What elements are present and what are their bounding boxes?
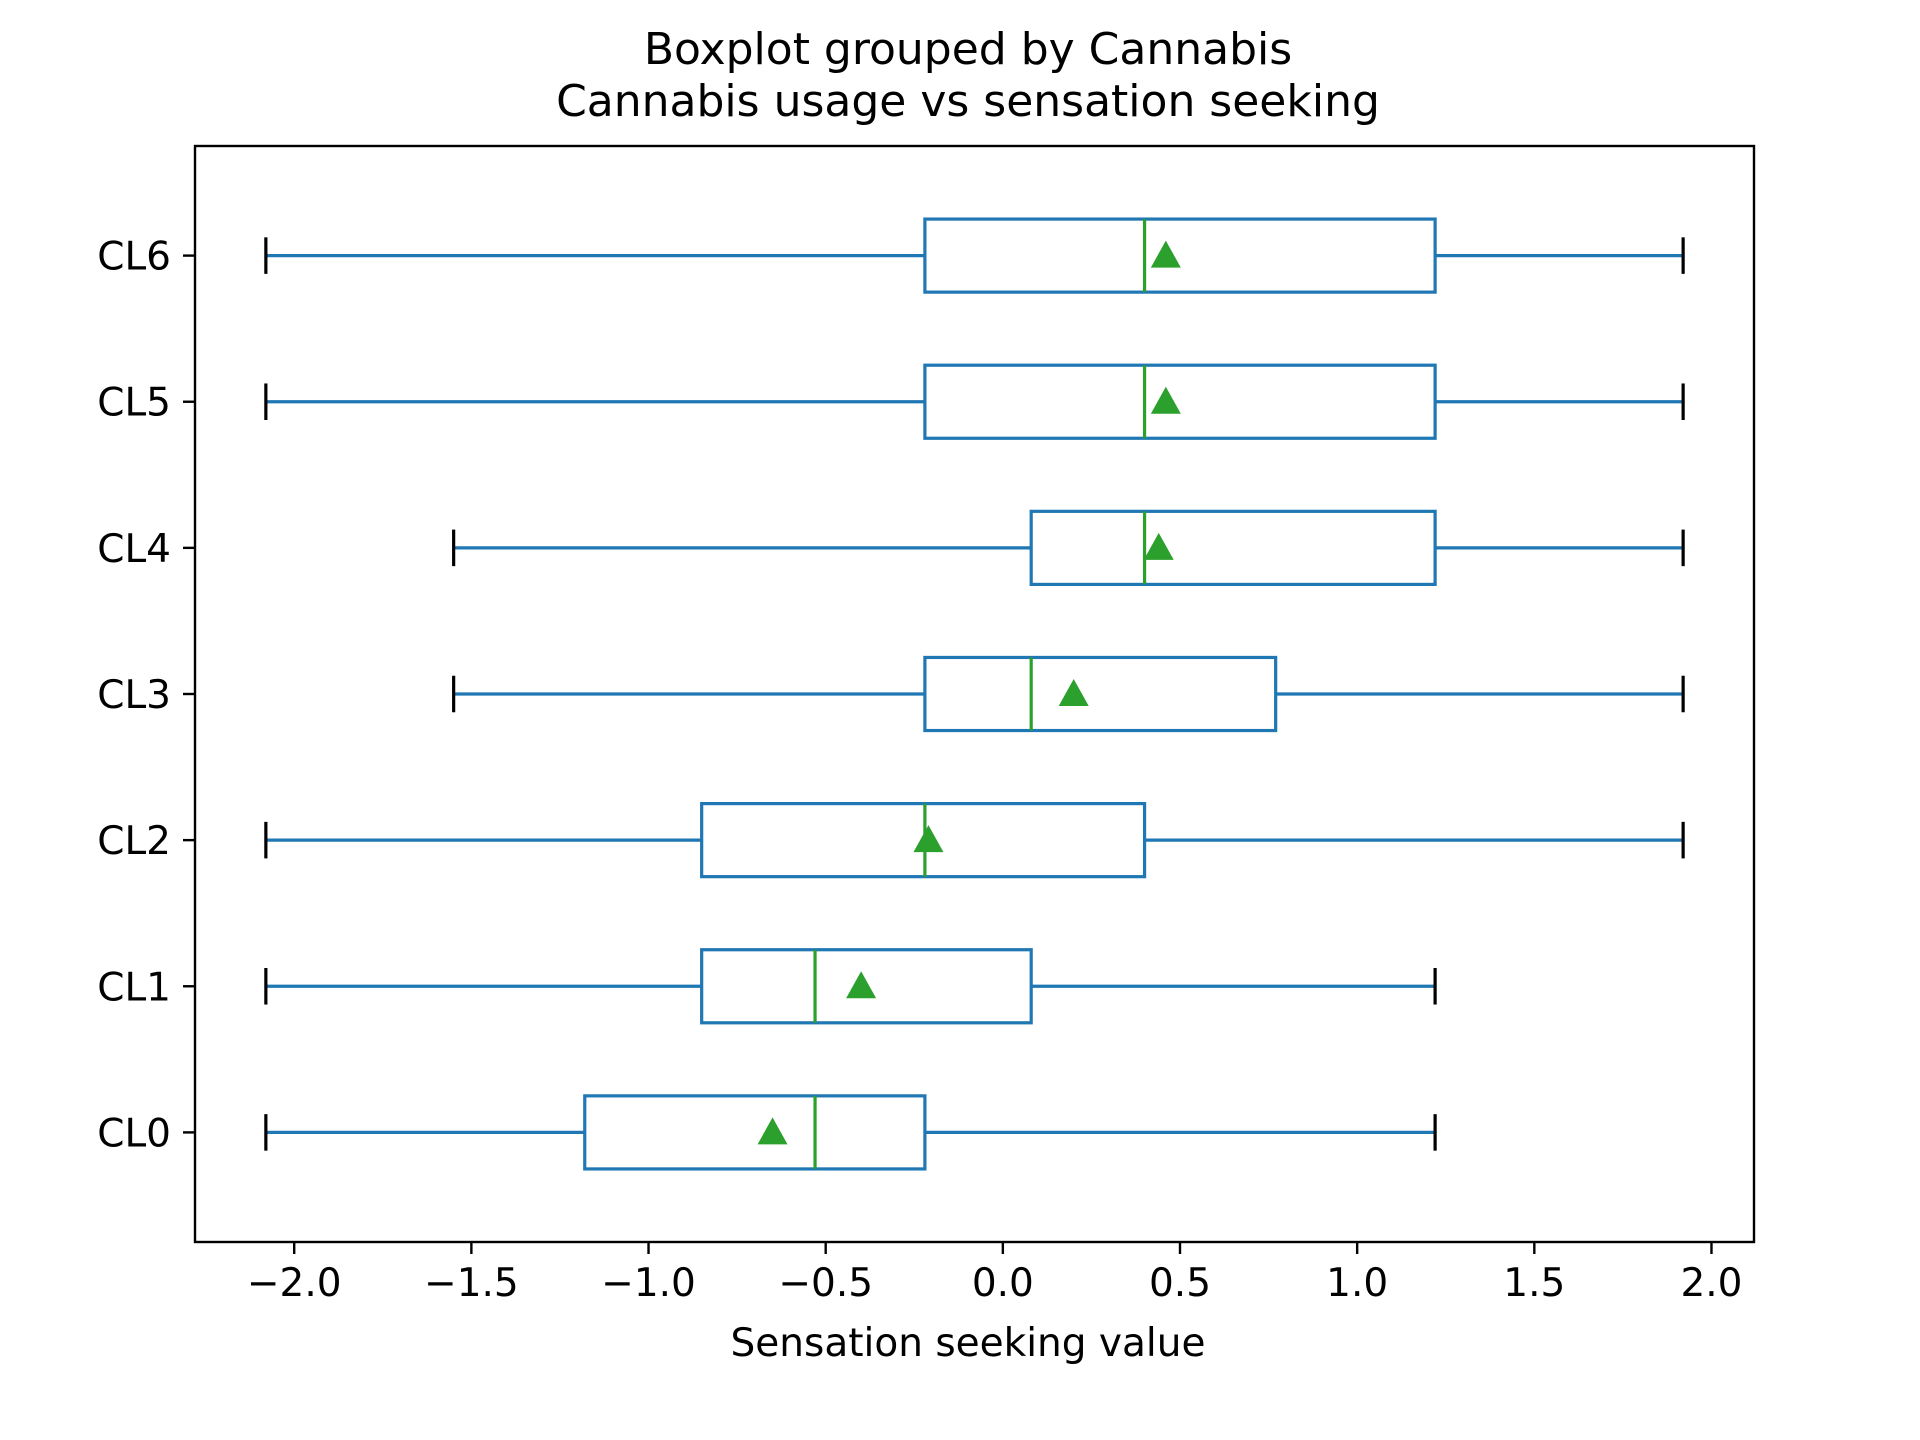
y-tick-label: CL5 <box>97 381 171 426</box>
box-cl6 <box>923 217 1437 294</box>
y-tick-label: CL0 <box>97 1111 171 1156</box>
y-tick-label: CL6 <box>97 235 171 280</box>
x-axis-label: Sensation seeking value <box>731 1321 1206 1366</box>
x-tick-label: 0.0 <box>972 1261 1034 1306</box>
x-tick-label: −1.0 <box>601 1261 696 1306</box>
chart-title: Boxplot grouped by Cannabis <box>644 24 1292 75</box>
mean-marker-cl1 <box>846 971 877 999</box>
box-cl4 <box>1029 509 1437 587</box>
mean-marker-cl4 <box>1143 532 1174 560</box>
plot-area: CL0 CL1 CL2 CL3 CL4 CL5 CL6 −2.0 −1.5 −1.0 −0.5 0.0… <box>97 144 1756 1306</box>
mean-marker-cl5 <box>1150 386 1181 414</box>
mean-marker-cl3 <box>1058 679 1089 706</box>
x-tick-label: 1.5 <box>1503 1261 1565 1306</box>
box-cl2 <box>700 801 1147 879</box>
x-tick-label: 1.0 <box>1326 1261 1388 1306</box>
box-cl3 <box>923 655 1278 733</box>
x-tick-label: −0.5 <box>778 1261 873 1306</box>
x-tick-label: 0.5 <box>1149 1261 1211 1306</box>
x-tick-label: −1.5 <box>424 1261 519 1306</box>
y-tick-label: CL2 <box>97 819 171 864</box>
y-tick-label: CL3 <box>97 673 171 718</box>
chart-subtitle: Cannabis usage vs sensation seeking <box>556 76 1380 127</box>
box-cl1 <box>700 948 1033 1025</box>
box-cl0 <box>583 1094 927 1171</box>
mean-marker-cl6 <box>1150 240 1181 268</box>
x-tick-label: 2.0 <box>1680 1261 1742 1306</box>
mean-marker-cl2 <box>913 825 944 853</box>
y-tick-label: CL4 <box>97 527 171 572</box>
box-cl5 <box>923 363 1437 440</box>
mean-marker-cl0 <box>757 1117 788 1145</box>
x-tick-label: −2.0 <box>247 1261 342 1306</box>
y-tick-label: CL1 <box>97 965 171 1010</box>
